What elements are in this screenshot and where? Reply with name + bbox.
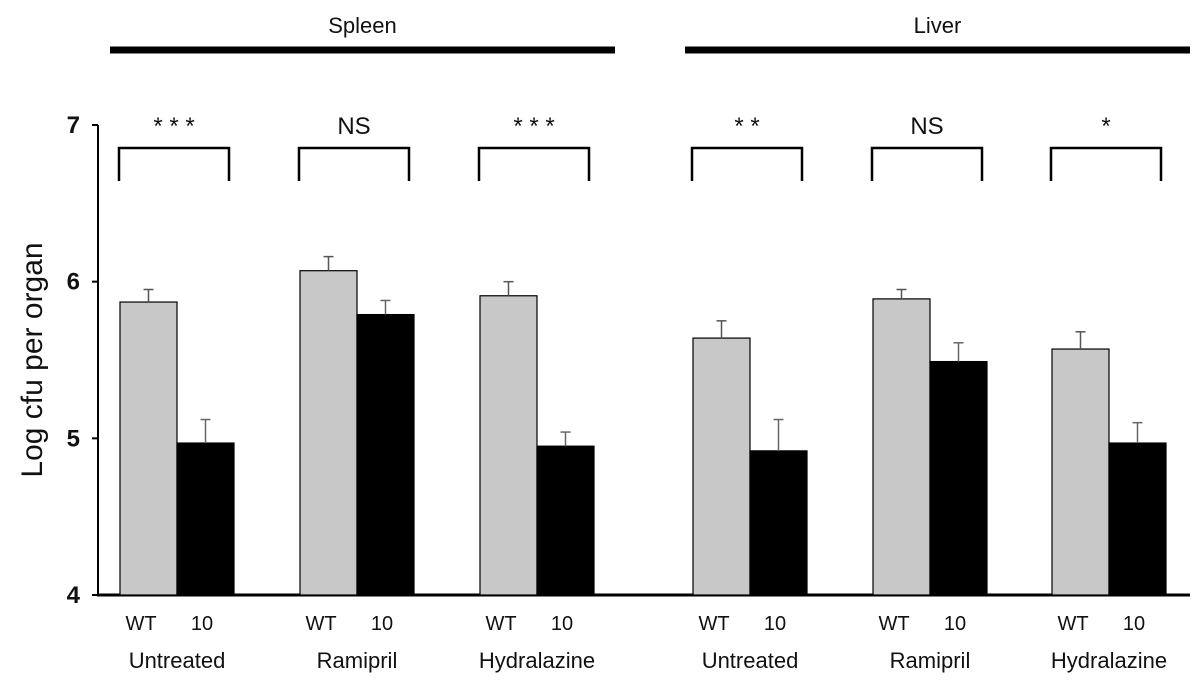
significance-label: NS (337, 113, 370, 140)
significance-bracket (477, 146, 591, 181)
bar-wt (692, 337, 751, 596)
bar-10 (356, 313, 415, 596)
bar-wt (479, 295, 538, 596)
bar-label: WT (305, 613, 336, 635)
bar-groups: WT 10 * * * Untreated WT 10 NS Ramipril WT 10 * * … (117, 113, 1167, 673)
treatment-label: Hydralazine (1051, 648, 1167, 673)
y-axis: Log cfu per organ 4 5 6 7 (16, 112, 1190, 609)
y-tick-label: 5 (67, 425, 80, 452)
significance-label: * (1101, 113, 1110, 140)
treatment-label: Ramipril (317, 648, 398, 673)
bar-wt (299, 270, 358, 596)
organ-headers: Spleen Liver (110, 13, 1190, 54)
significance-bracket (297, 146, 411, 181)
bar-wt (872, 298, 931, 596)
treatment-label: Ramipril (890, 648, 971, 673)
y-tick-label: 4 (67, 582, 81, 609)
bar-group: WT 10 * Hydralazine (1049, 113, 1167, 673)
bar-10 (176, 442, 235, 596)
bar-group: WT 10 * * Untreated (690, 113, 808, 673)
bar-label: 10 (551, 613, 573, 635)
treatment-label: Hydralazine (479, 648, 595, 673)
bar-group: WT 10 NS Ramipril (297, 113, 415, 673)
bar-label: 10 (191, 613, 213, 635)
bar-label: WT (878, 613, 909, 635)
bar-label: 10 (764, 613, 786, 635)
bar-label: WT (125, 613, 156, 635)
significance-label: * * * (153, 113, 194, 140)
y-tick-label: 7 (67, 112, 80, 139)
significance-label: * * * (513, 113, 554, 140)
bar-wt (119, 301, 178, 596)
bar-label: WT (485, 613, 516, 635)
bar-10 (536, 445, 595, 596)
treatment-label: Untreated (129, 648, 226, 673)
bar-10 (749, 450, 808, 596)
bar-label: WT (698, 613, 729, 635)
significance-bracket (690, 146, 804, 181)
significance-label: NS (910, 113, 943, 140)
bar-group: WT 10 * * * Hydralazine (477, 113, 595, 673)
y-tick-label: 6 (67, 269, 80, 296)
bar-group: WT 10 * * * Untreated (117, 113, 235, 673)
treatment-label: Untreated (702, 648, 799, 673)
organ-label: Liver (914, 13, 962, 38)
significance-bracket (870, 146, 984, 181)
bar-10 (929, 360, 988, 596)
organ-label: Spleen (328, 13, 397, 38)
significance-bracket (117, 146, 231, 181)
bar-label: 10 (1123, 613, 1145, 635)
bar-wt (1051, 348, 1110, 596)
bar-label: 10 (371, 613, 393, 635)
bar-10 (1108, 442, 1167, 596)
bar-group: WT 10 NS Ramipril (870, 113, 988, 673)
significance-bracket (1049, 146, 1163, 181)
significance-label: * * (734, 113, 759, 140)
bar-label: WT (1057, 613, 1088, 635)
y-axis-label: Log cfu per organ (16, 242, 49, 477)
bar-label: 10 (944, 613, 966, 635)
